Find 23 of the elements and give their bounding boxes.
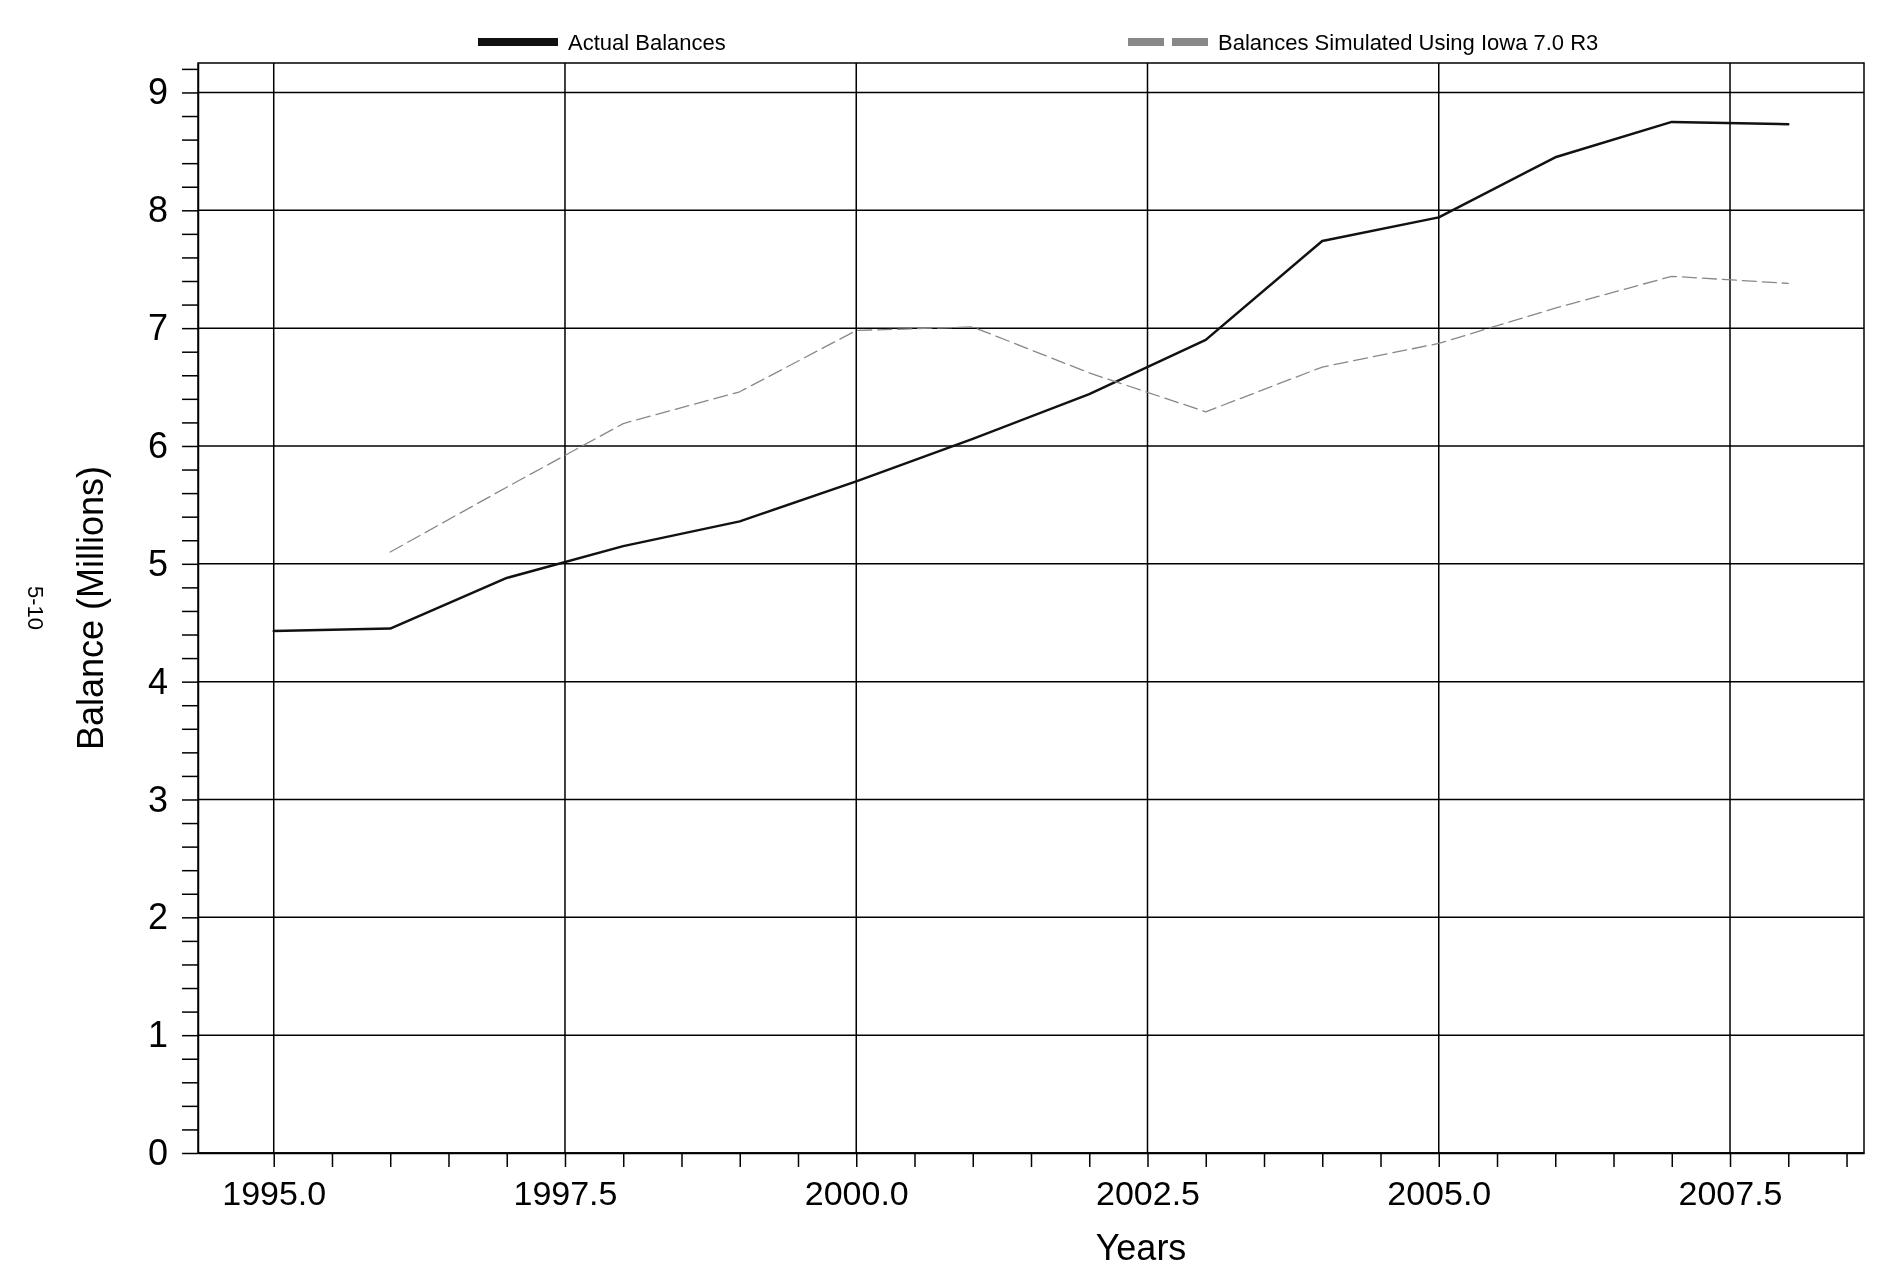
y-tick-label: 7 [147, 307, 168, 349]
y-tick-label: 1 [147, 1014, 168, 1056]
y-tick-label: 0 [147, 1132, 168, 1174]
x-tick-label: 1997.5 [513, 1174, 618, 1213]
x-tick-label: 2005.0 [1387, 1174, 1492, 1213]
line-series [272, 120, 1790, 633]
y-axis-title: Balance (Millions) [70, 465, 111, 751]
y-tick-label: 5 [147, 542, 168, 584]
y-tick-label: 2 [147, 896, 168, 938]
x-tick-label: 1995.0 [222, 1174, 327, 1213]
x-tick-label: 2007.5 [1678, 1174, 1783, 1213]
x-axis-title: Years [1095, 1227, 1187, 1268]
x-tick-label: 2000.0 [804, 1174, 909, 1213]
text: 5-10 [23, 585, 48, 631]
y-tick-label: 4 [147, 660, 168, 702]
y-tick-label: 9 [147, 71, 168, 113]
x-tick-label: 2002.5 [1096, 1174, 1200, 1213]
y-tick-label: 8 [147, 189, 168, 231]
y-tick-label: 3 [147, 778, 168, 820]
legend-label: Balances Simulated Using Iowa 7.0 R3 [1218, 30, 1599, 55]
line-series [389, 275, 1789, 553]
y-tick-label: 6 [147, 424, 168, 466]
legend-label: Actual Balances [568, 30, 726, 55]
